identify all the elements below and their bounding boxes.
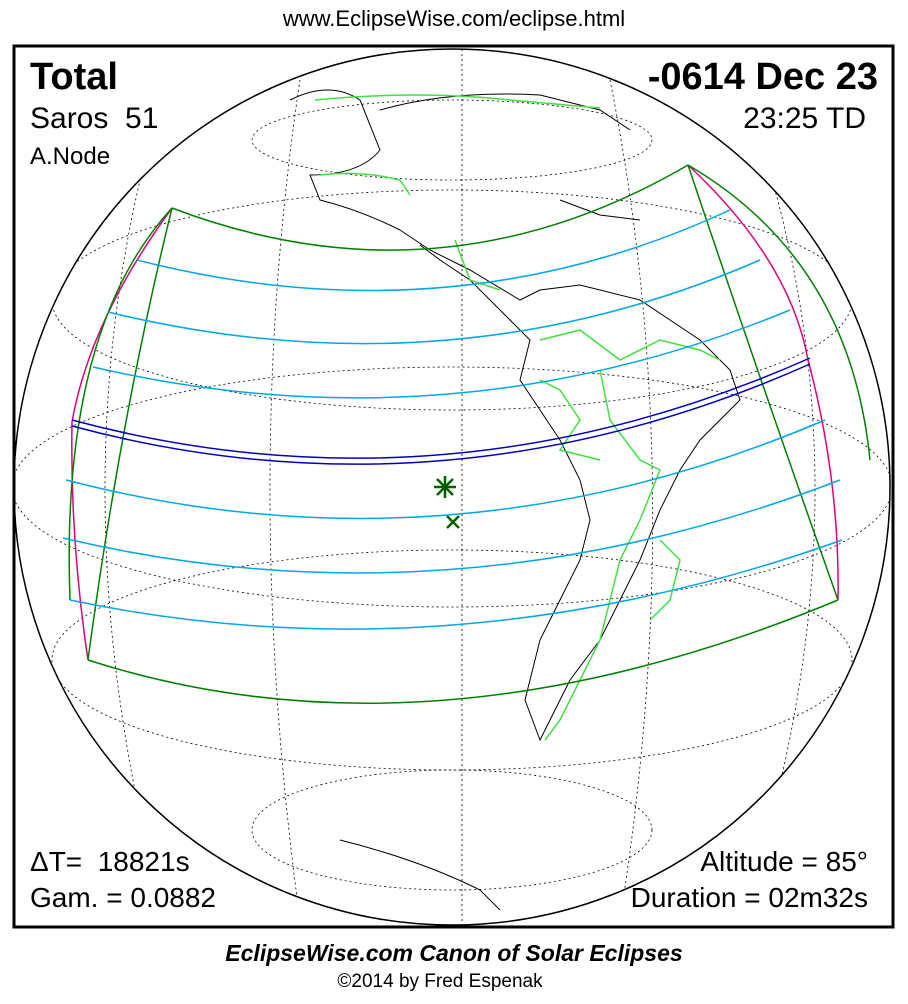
delta-t: ΔT= 18821s	[30, 846, 190, 877]
penumbra-limit-north	[171, 164, 689, 251]
eclipse-date: -0614 Dec 23	[647, 56, 878, 98]
gamma: Gam. = 0.0882	[30, 882, 217, 913]
altitude: Altitude = 85°	[700, 846, 868, 877]
footer-credit: ©2014 by Fred Espenak	[337, 971, 543, 992]
limb-west	[68, 207, 173, 601]
eclipse-type: Total	[30, 56, 118, 98]
limit-east	[687, 164, 839, 601]
duration: Duration = 02m32s	[630, 882, 868, 913]
eclipse-time: 23:25 TD	[743, 102, 866, 135]
limit-west	[87, 207, 173, 661]
star-icon	[434, 476, 456, 498]
url-header: www.EclipseWise.com/eclipse.html	[282, 6, 626, 31]
penumbra-limit-south	[87, 599, 839, 704]
rise-set-curve-east	[687, 164, 839, 601]
central-line-north	[71, 357, 811, 459]
saros: Saros 51	[30, 102, 159, 135]
eclipse-paths	[62, 164, 871, 704]
globe-outline	[13, 48, 891, 926]
footer-title: EclipseWise.com Canon of Solar Eclipses	[225, 940, 683, 966]
node: A.Node	[30, 143, 111, 170]
coastlines	[289, 89, 741, 911]
x-icon	[446, 515, 460, 529]
rise-set-curve-west	[71, 207, 173, 661]
limb-east	[687, 164, 871, 461]
central-line-south	[71, 363, 811, 465]
borders	[314, 94, 721, 741]
